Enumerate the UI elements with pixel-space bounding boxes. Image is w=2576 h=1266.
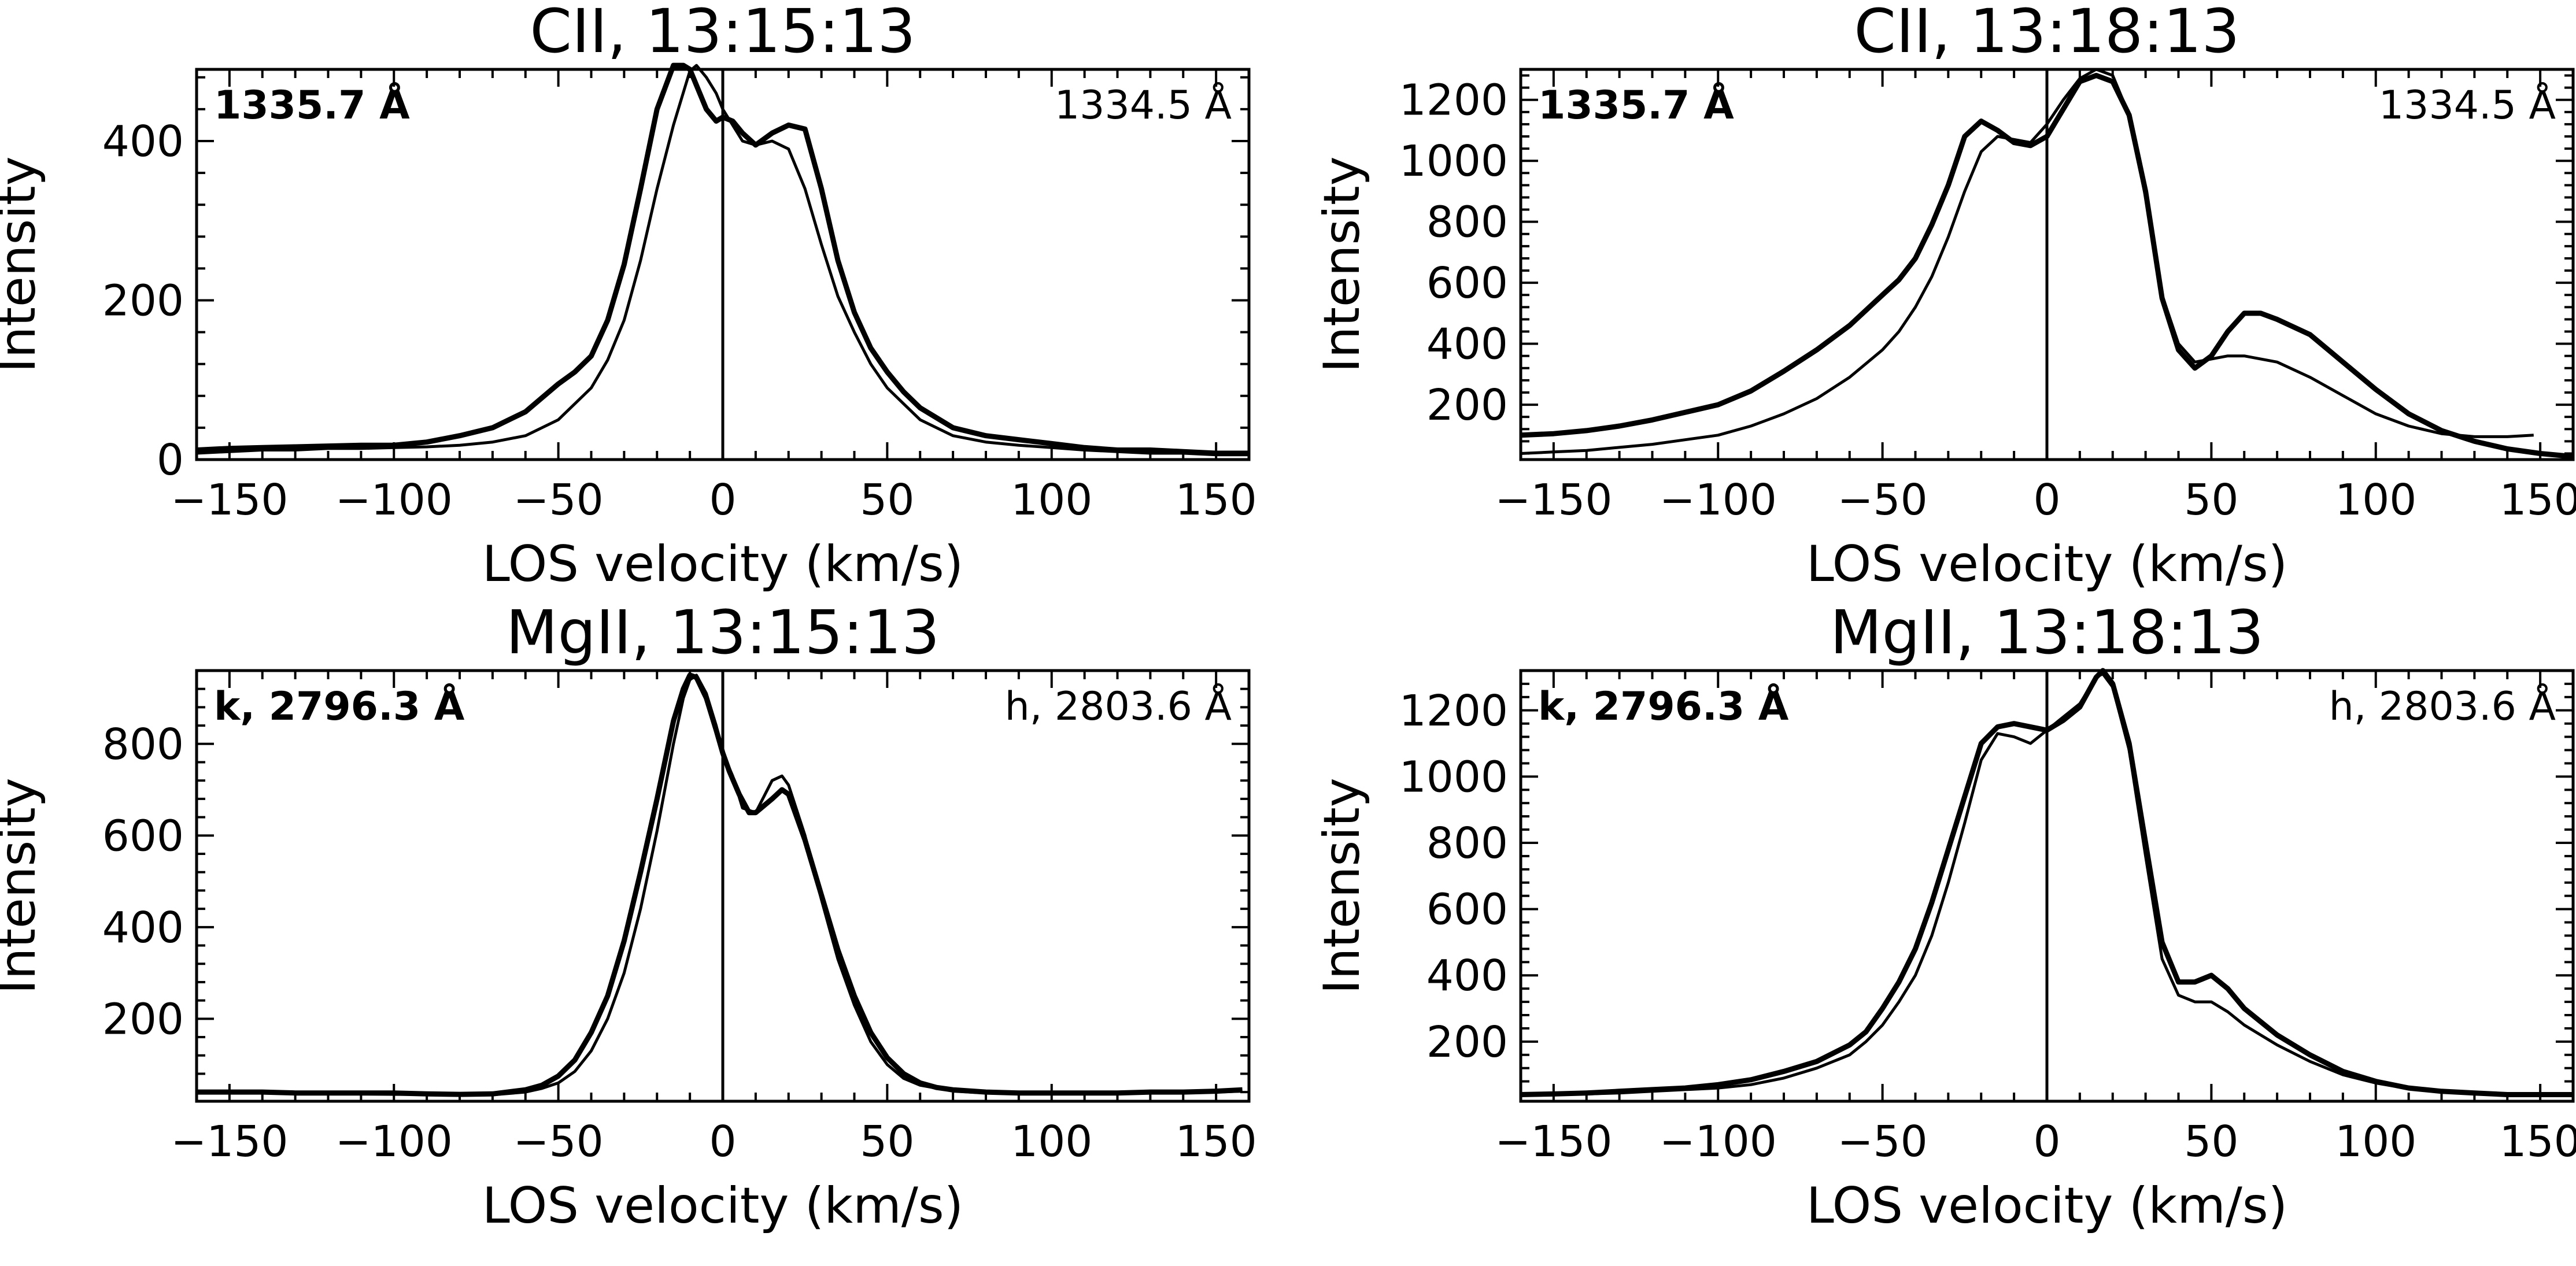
x-tick-label: 0 bbox=[2033, 1117, 2060, 1167]
y-tick-label: 400 bbox=[1426, 320, 1508, 369]
x-tick-label: 50 bbox=[2184, 475, 2238, 525]
x-tick-label: 100 bbox=[1011, 475, 1092, 525]
chart-title: CII, 13:15:13 bbox=[530, 0, 915, 66]
chart-title: CII, 13:18:13 bbox=[1854, 0, 2239, 66]
series-line-primary bbox=[196, 62, 1249, 456]
x-tick-label: −100 bbox=[1660, 1117, 1777, 1167]
y-axis-label: Intensity bbox=[1313, 156, 1371, 372]
y-tick-label: 800 bbox=[1426, 819, 1508, 868]
y-tick-label: 1200 bbox=[1399, 76, 1508, 125]
y-axis-label: Intensity bbox=[0, 156, 47, 372]
series-line-secondary bbox=[196, 64, 1249, 457]
y-tick-label: 600 bbox=[1426, 885, 1508, 935]
annotation-left: k, 2796.3 Å bbox=[214, 683, 465, 730]
y-tick-label: 200 bbox=[1426, 380, 1508, 430]
x-tick-label: −150 bbox=[1495, 1117, 1612, 1167]
x-tick-label: −50 bbox=[513, 475, 604, 525]
x-tick-label: −150 bbox=[171, 1117, 288, 1167]
x-tick-label: 100 bbox=[1011, 1117, 1092, 1167]
chart-panel-3: MgII, 13:15:13 −150 −100 −50 0 50 100 150 200 400… bbox=[0, 597, 1257, 1235]
x-tick-label: 50 bbox=[2184, 1117, 2238, 1167]
x-axis-label: LOS velocity (km/s) bbox=[1806, 535, 2287, 593]
y-tick-label: 200 bbox=[102, 994, 184, 1044]
x-tick-label: 0 bbox=[709, 1117, 736, 1167]
annotation-right: 1334.5 Å bbox=[1055, 82, 1232, 128]
chart-panel-4: MgII, 13:18:13 −150 −100 −50 0 50 100 150 200 400… bbox=[1313, 597, 2576, 1235]
x-tick-label: 150 bbox=[2500, 475, 2576, 525]
x-tick-label: 150 bbox=[1176, 1117, 1257, 1167]
x-axis-label: LOS velocity (km/s) bbox=[1806, 1177, 2287, 1235]
x-tick-label: 0 bbox=[2033, 475, 2060, 525]
x-tick-label: −50 bbox=[1838, 1117, 1928, 1167]
y-tick-label: 1000 bbox=[1399, 136, 1508, 186]
y-tick-label: 1000 bbox=[1399, 752, 1508, 802]
series-line-secondary bbox=[1520, 672, 2573, 1097]
x-tick-label: 100 bbox=[2335, 1117, 2416, 1167]
series-line-secondary bbox=[197, 673, 1243, 1097]
y-tick-label: 400 bbox=[102, 903, 184, 953]
x-tick-label: 100 bbox=[2335, 475, 2416, 525]
x-tick-label: −100 bbox=[335, 475, 453, 525]
y-tick-label: 400 bbox=[1426, 951, 1508, 1001]
annotation-left: 1335.7 Å bbox=[1538, 82, 1734, 128]
x-tick-label: −100 bbox=[335, 1117, 453, 1167]
annotation-left: 1335.7 Å bbox=[214, 82, 410, 128]
y-tick-label: 800 bbox=[1426, 198, 1508, 247]
series-line-primary bbox=[1520, 73, 2574, 460]
x-tick-label: 150 bbox=[2500, 1117, 2576, 1167]
x-tick-label: 150 bbox=[1176, 475, 1257, 525]
x-tick-label: −50 bbox=[513, 1117, 604, 1167]
x-axis-label: LOS velocity (km/s) bbox=[482, 1177, 963, 1235]
x-tick-label: −150 bbox=[171, 475, 288, 525]
annotation-right: h, 2803.6 Å bbox=[2329, 683, 2556, 730]
y-tick-label: 600 bbox=[1426, 258, 1508, 308]
x-tick-label: 50 bbox=[860, 1117, 914, 1167]
chart-panel-2: CII, 13:18:13 −150 −100 −50 0 50 100 150 200 400 6… bbox=[1313, 0, 2576, 593]
annotation-left: k, 2796.3 Å bbox=[1538, 683, 1789, 730]
y-tick-label: 1200 bbox=[1399, 686, 1508, 736]
chart-panel-1: CII, 13:15:13 −150 −100 −50 0 50 100 150 0 200 400… bbox=[0, 0, 1257, 593]
chart-title: MgII, 13:18:13 bbox=[1830, 597, 2264, 668]
x-tick-label: −50 bbox=[1838, 475, 1928, 525]
y-axis-label: Intensity bbox=[1313, 778, 1371, 994]
x-tick-label: 50 bbox=[860, 475, 914, 525]
annotation-right: h, 2803.6 Å bbox=[1005, 683, 1232, 730]
chart-title: MgII, 13:15:13 bbox=[506, 597, 940, 668]
y-tick-label: 200 bbox=[1426, 1017, 1508, 1067]
x-tick-label: −150 bbox=[1495, 475, 1612, 525]
x-tick-label: −100 bbox=[1660, 475, 1777, 525]
annotation-right: 1334.5 Å bbox=[2379, 82, 2556, 128]
y-tick-label: 400 bbox=[102, 117, 184, 166]
y-axis-label: Intensity bbox=[0, 778, 47, 994]
y-tick-label: 200 bbox=[102, 276, 184, 325]
y-tick-label: 0 bbox=[157, 435, 184, 485]
y-tick-label: 600 bbox=[102, 811, 184, 861]
y-tick-label: 800 bbox=[102, 720, 184, 769]
x-axis-label: LOS velocity (km/s) bbox=[482, 535, 963, 593]
x-tick-label: 0 bbox=[709, 475, 736, 525]
